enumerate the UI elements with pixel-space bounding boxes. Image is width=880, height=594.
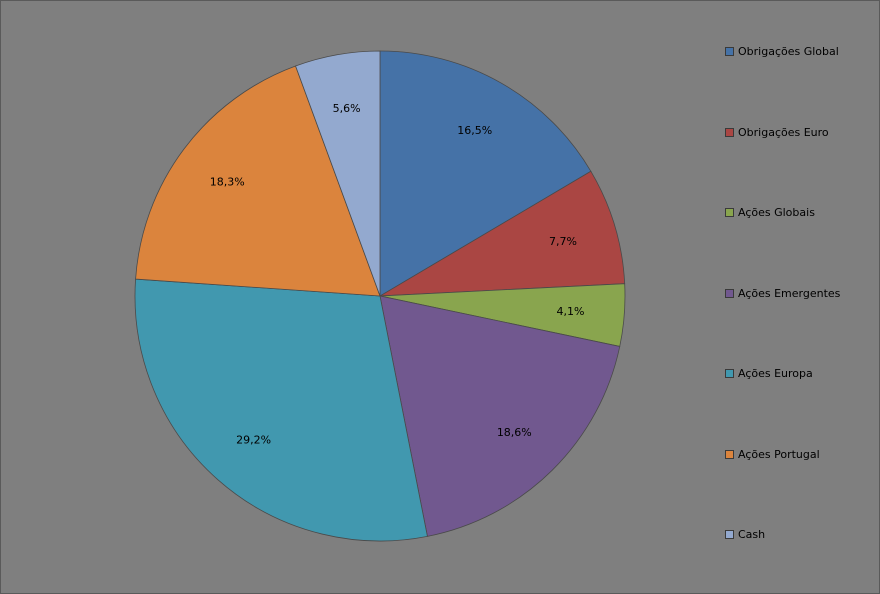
legend-item: Obrigações Euro [725,126,829,139]
legend-label: Cash [738,528,766,541]
slice-data-label: 16,5% [457,124,492,137]
pie-slice [379,295,621,537]
pie-slices [134,50,626,542]
legend-swatch [725,530,734,539]
slice-data-label: 4,1% [557,305,585,318]
pie-slice [379,50,592,297]
legend-item: Ações Globais [725,206,815,219]
legend-label: Ações Portugal [738,447,820,461]
legend-label: Ações Globais [738,206,815,219]
legend-item: Obrigações Global [725,45,839,58]
legend-label: Obrigações Global [738,45,839,58]
slice-data-label: 7,7% [549,235,577,248]
pie-labels: 16,5% 7,7% 4,1% 18,6% 29,2% 18,3% 5,6% [210,102,585,446]
legend-label: Ações Europa [738,367,813,380]
legend: Obrigações Global Obrigações Euro Ações Gl… [725,45,875,545]
legend-label: Ações Emergentes [738,286,841,300]
legend-swatch [725,208,734,217]
pie-slice [295,50,381,297]
pie-slice [379,170,626,297]
legend-item: Cash [725,528,765,541]
legend-label: Obrigações Euro [738,125,829,139]
legend-item: Ações Europa [725,367,813,380]
slice-data-label: 5,6% [333,102,361,115]
legend-item: Ações Portugal [725,448,820,461]
slice-data-label: 29,2% [236,433,271,446]
legend-item: Ações Emergentes [725,287,840,300]
legend-swatch [725,127,734,137]
slice-data-label: 18,6% [497,426,532,439]
pie-slice [135,65,381,297]
slice-data-label: 18,3% [210,175,245,188]
legend-swatch [725,47,734,56]
pie-slice [134,278,428,542]
legend-swatch [725,288,734,298]
legend-swatch [725,449,734,459]
legend-swatch [725,369,734,378]
